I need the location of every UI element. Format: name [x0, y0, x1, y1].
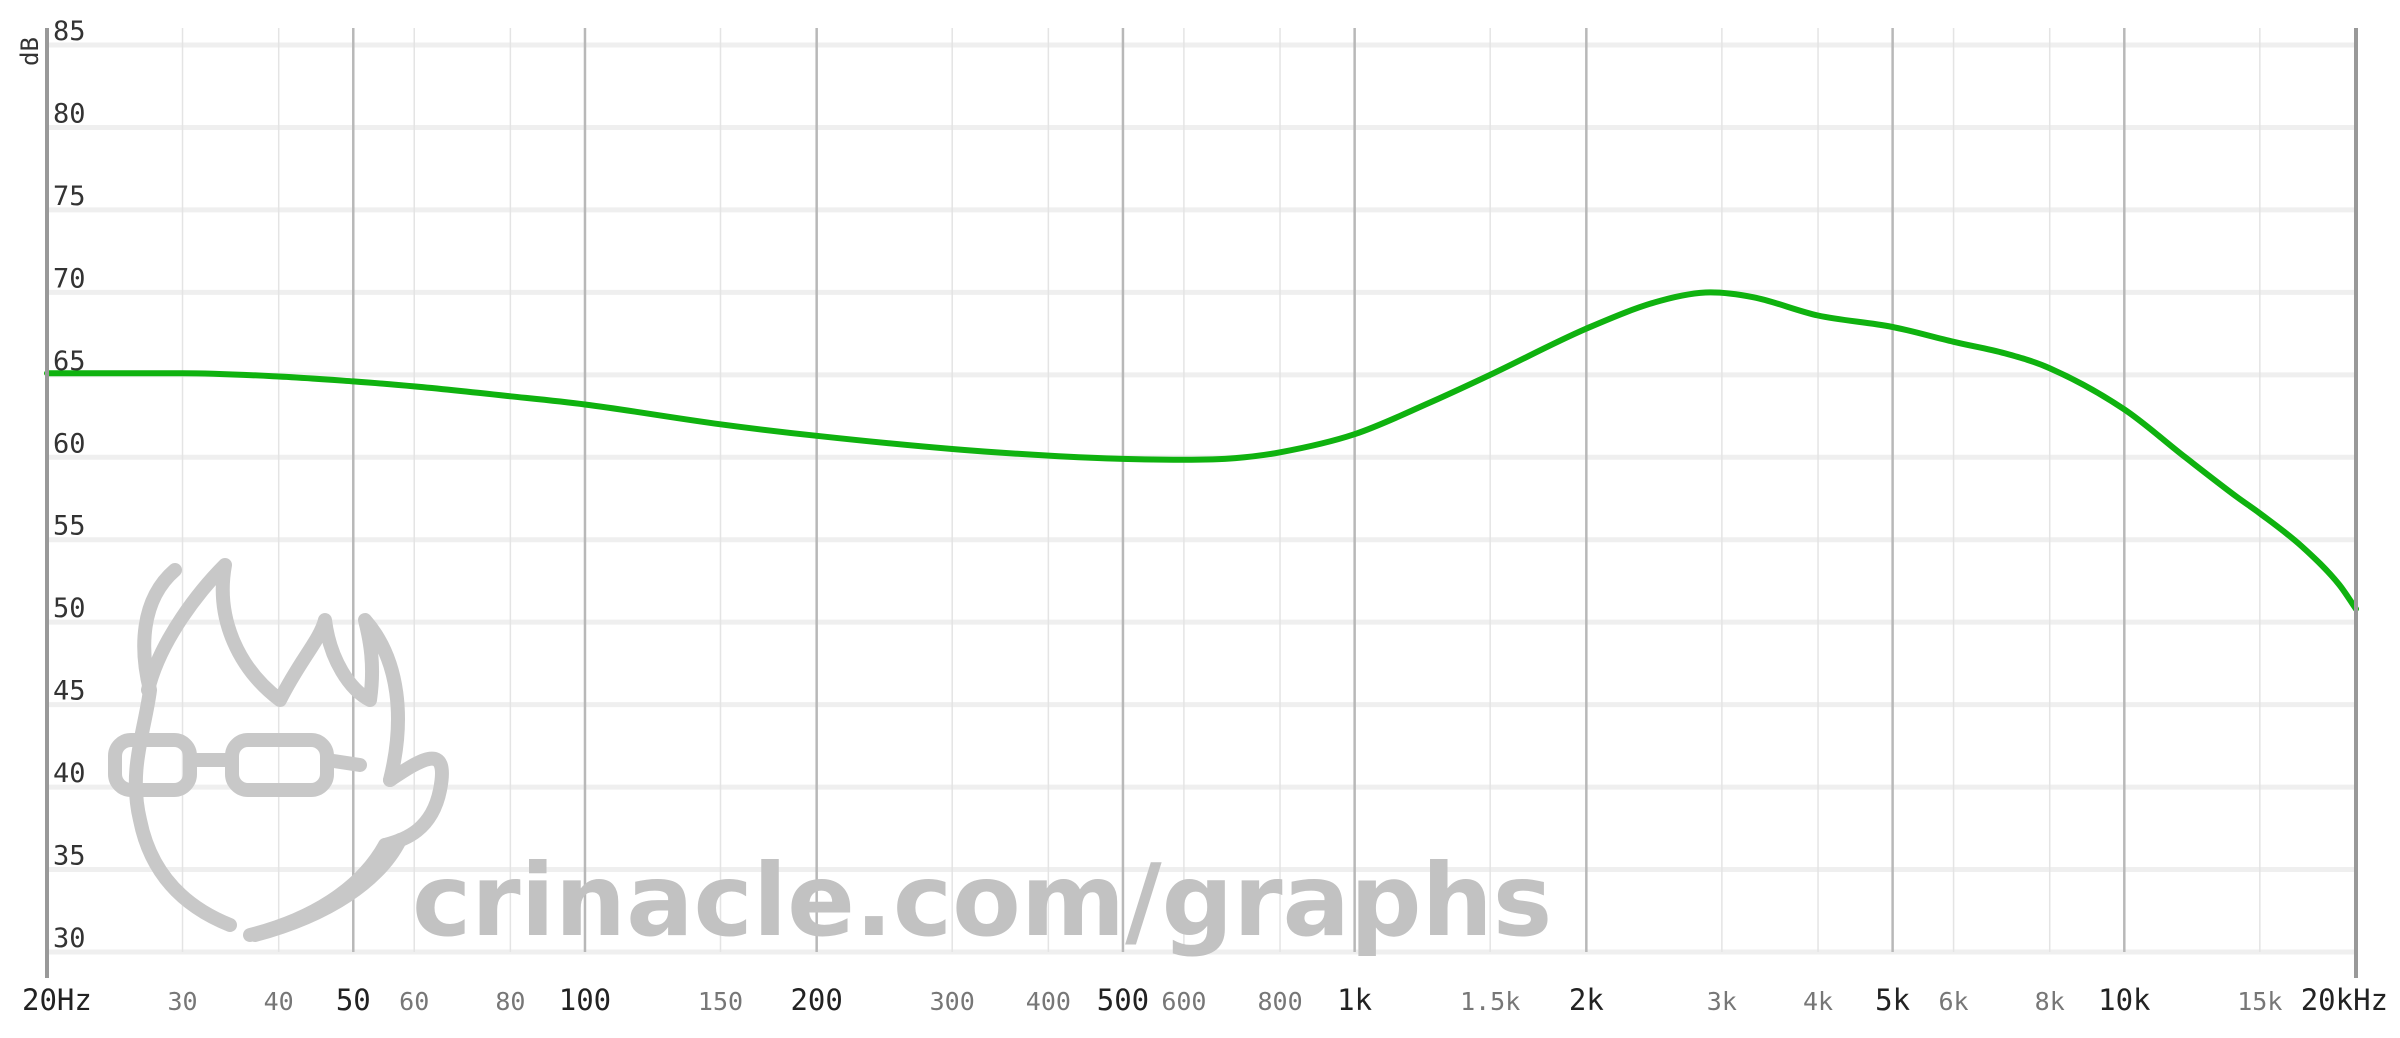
y-tick-label: 75 — [53, 181, 86, 212]
x-tick-label: 800 — [1257, 987, 1302, 1016]
y-tick-label: 80 — [53, 98, 86, 129]
x-tick-label: 20Hz — [22, 983, 92, 1017]
y-tick-label: 35 — [53, 841, 86, 872]
y-tick-label: 50 — [53, 593, 86, 624]
y-tick-label: 60 — [53, 428, 86, 459]
watermark-text: crinacle.com/graphs — [412, 842, 1552, 959]
x-tick-label: 20kHz — [2301, 983, 2388, 1017]
x-tick-label: 4k — [1803, 987, 1833, 1016]
x-tick-label: 1k — [1337, 983, 1372, 1017]
x-tick-label: 50 — [336, 983, 371, 1017]
y-tick-label: 65 — [53, 346, 86, 377]
x-tick-label: 300 — [930, 987, 975, 1016]
x-tick-label: 8k — [2035, 987, 2065, 1016]
x-tick-label: 500 — [1097, 983, 1149, 1017]
x-tick-label: 80 — [495, 987, 525, 1016]
grid — [45, 28, 2358, 955]
crinacle-mascot-logo — [108, 558, 449, 942]
x-tick-label: 200 — [790, 983, 842, 1017]
x-tick-label: 100 — [559, 983, 611, 1017]
x-tick-label: 600 — [1161, 987, 1206, 1016]
y-tick-label: 40 — [53, 758, 86, 789]
frequency-response-line — [44, 289, 2359, 612]
x-tick-label: 150 — [698, 987, 743, 1016]
x-tick-label: 40 — [264, 987, 294, 1016]
x-tick-label: 10k — [2098, 983, 2151, 1017]
y-axis-label: dB — [16, 37, 44, 66]
x-tick-label: 30 — [167, 987, 197, 1016]
x-tick-label: 6k — [1939, 987, 1969, 1016]
x-tick-label: 1.5k — [1460, 987, 1520, 1016]
y-tick-label: 70 — [53, 263, 86, 294]
y-tick-label: 30 — [53, 923, 86, 954]
x-tick-label: 400 — [1026, 987, 1071, 1016]
x-tick-label: 60 — [399, 987, 429, 1016]
y-tick-label: 55 — [53, 511, 86, 542]
axes: 85 80 75 70 65 60 55 50 45 40 35 30 20Hz 30 40 50 60 80 10… — [22, 16, 2388, 1017]
x-tick-label: 2k — [1569, 983, 1604, 1017]
x-tick-label: 3k — [1707, 987, 1737, 1016]
y-tick-label: 85 — [53, 16, 86, 47]
series-layer — [44, 289, 2359, 612]
x-tick-label: 5k — [1875, 983, 1910, 1017]
x-tick-label: 15k — [2237, 987, 2282, 1016]
y-tick-label: 45 — [53, 676, 86, 707]
